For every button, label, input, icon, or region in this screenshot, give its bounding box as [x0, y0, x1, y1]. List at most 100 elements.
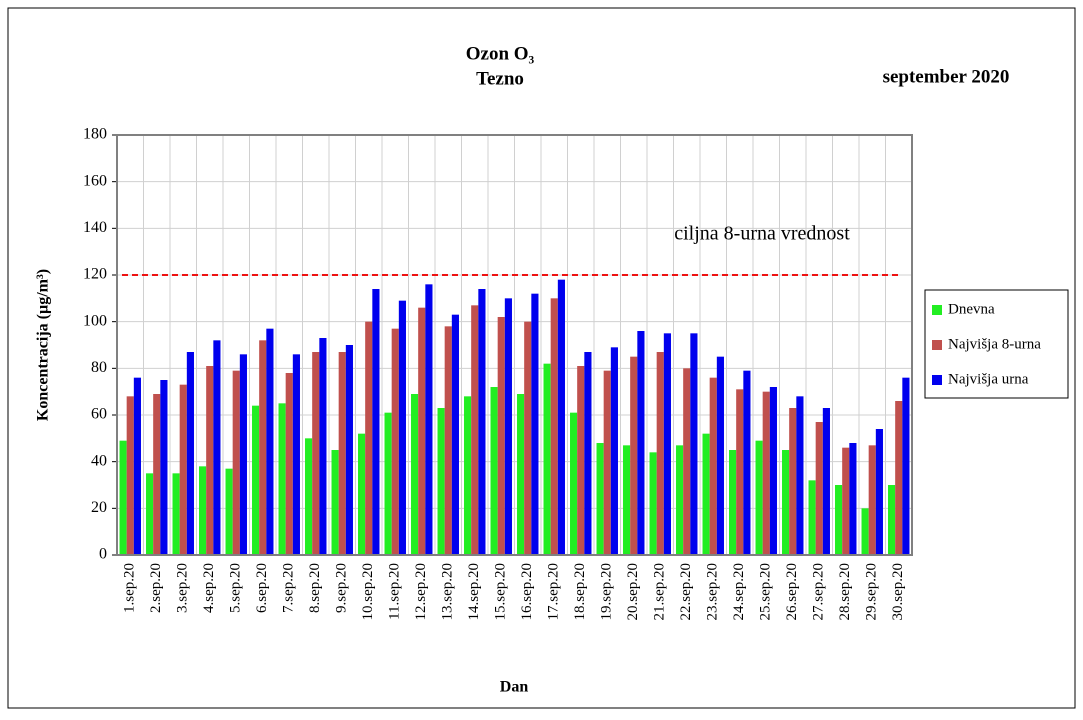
y-tick-label: 180 — [83, 126, 107, 143]
bar — [842, 447, 850, 555]
x-tick-label: 2.sep.20 — [148, 563, 164, 613]
bar — [252, 405, 260, 555]
x-tick-label: 4.sep.20 — [201, 563, 217, 613]
bar — [690, 333, 698, 555]
legend-swatch — [932, 375, 942, 385]
x-tick-label: 16.sep.20 — [519, 563, 535, 621]
legend-box — [924, 289, 1069, 399]
bar — [345, 345, 353, 555]
bar — [543, 363, 551, 555]
bar — [206, 366, 214, 555]
bar — [199, 466, 207, 555]
bar — [444, 326, 452, 555]
bar — [358, 433, 366, 555]
legend-label: Najvišja urna — [948, 371, 1029, 387]
bar — [331, 450, 339, 555]
bar — [557, 279, 565, 555]
bar — [239, 354, 247, 555]
bar — [319, 338, 327, 555]
x-tick-label: 9.sep.20 — [334, 563, 350, 613]
bar — [471, 305, 479, 555]
bar — [497, 317, 505, 555]
bar — [278, 403, 286, 555]
legend-swatch — [932, 340, 942, 350]
y-tick-label: 140 — [83, 219, 107, 236]
bar — [796, 396, 804, 555]
bar — [517, 394, 525, 555]
bar — [902, 377, 910, 555]
x-tick-label: 7.sep.20 — [281, 563, 297, 613]
bar — [755, 440, 763, 555]
legend-swatch — [932, 305, 942, 315]
bar — [676, 445, 684, 555]
bar — [160, 380, 168, 555]
x-tick-label: 15.sep.20 — [493, 563, 509, 621]
bar — [808, 480, 816, 555]
bar — [425, 284, 433, 555]
y-tick-label: 20 — [91, 499, 107, 516]
bar — [365, 321, 373, 555]
bar — [524, 321, 532, 555]
bar — [464, 396, 472, 555]
bar — [179, 384, 187, 555]
bar — [391, 328, 399, 555]
x-tick-label: 5.sep.20 — [228, 563, 244, 613]
plot-border — [116, 134, 913, 556]
y-tick-label: 60 — [91, 406, 107, 423]
bar — [815, 422, 823, 555]
bar — [637, 331, 645, 555]
bar — [213, 340, 221, 555]
bar — [649, 452, 657, 555]
y-axis-label: Koncentracija (µg/m³) — [35, 269, 52, 421]
bar — [437, 408, 445, 555]
bar — [398, 300, 406, 555]
x-tick-label: 27.sep.20 — [811, 563, 827, 621]
x-tick-label: 29.sep.20 — [864, 563, 880, 621]
x-tick-label: 22.sep.20 — [678, 563, 694, 621]
y-tick-label: 100 — [83, 312, 107, 329]
bar — [822, 408, 830, 555]
threshold-label: ciljna 8-urna vrednost — [674, 223, 850, 245]
bar — [782, 450, 790, 555]
bar — [789, 408, 797, 555]
x-tick-label: 10.sep.20 — [360, 563, 376, 621]
bar — [849, 443, 857, 555]
bar — [531, 293, 539, 555]
y-tick-label: 120 — [83, 266, 107, 283]
x-axis-label: Dan — [500, 679, 529, 696]
bar — [736, 389, 744, 555]
bar — [451, 314, 459, 555]
x-tick-label: 17.sep.20 — [546, 563, 562, 621]
bar — [372, 289, 380, 555]
x-tick-label: 20.sep.20 — [625, 563, 641, 621]
x-tick-label: 19.sep.20 — [599, 563, 615, 621]
bar — [610, 347, 618, 555]
bar — [305, 438, 313, 555]
x-tick-label: 3.sep.20 — [175, 563, 191, 613]
x-tick-label: 8.sep.20 — [307, 563, 323, 613]
x-tick-label: 13.sep.20 — [440, 563, 456, 621]
bar — [411, 394, 419, 555]
bar — [683, 368, 691, 555]
x-tick-label: 25.sep.20 — [758, 563, 774, 621]
bar — [285, 373, 293, 555]
bar — [630, 356, 638, 555]
x-tick-label: 12.sep.20 — [413, 563, 429, 621]
x-tick-label: 26.sep.20 — [784, 563, 800, 621]
bar — [895, 401, 903, 555]
x-tick-label: 11.sep.20 — [387, 563, 403, 620]
bar — [504, 298, 512, 555]
bar — [729, 450, 737, 555]
x-tick-label: 14.sep.20 — [466, 563, 482, 621]
bar — [861, 508, 869, 555]
bar — [743, 370, 751, 555]
bar — [126, 396, 134, 555]
x-tick-label: 23.sep.20 — [705, 563, 721, 621]
bar — [584, 352, 592, 555]
bar — [225, 468, 233, 555]
bar — [338, 352, 346, 555]
bar — [835, 485, 843, 555]
y-tick-label: 80 — [91, 359, 107, 376]
bar — [133, 377, 141, 555]
